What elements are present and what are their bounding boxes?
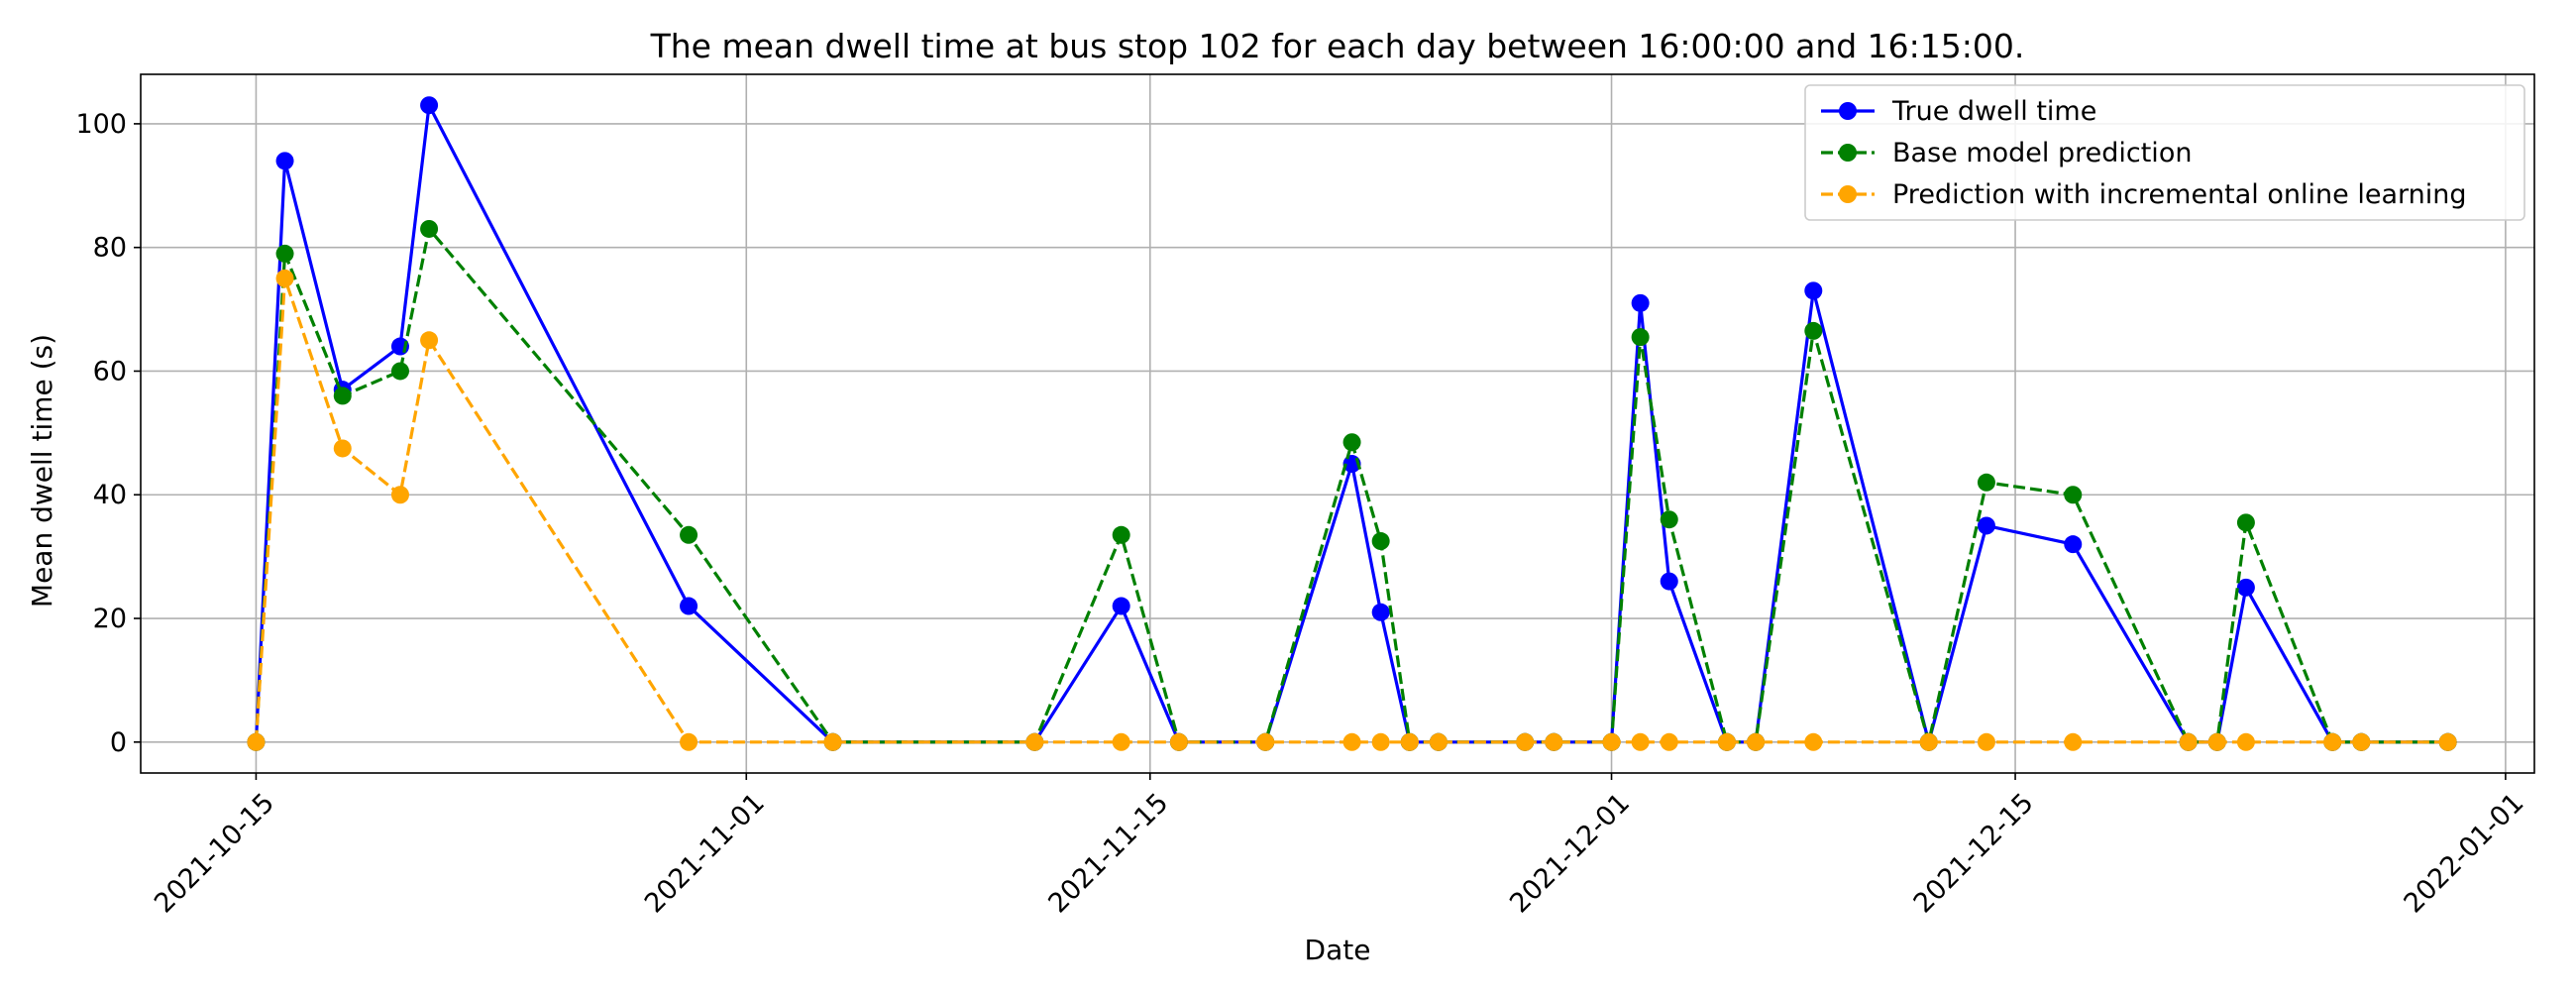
data-point	[823, 732, 842, 751]
series-line	[254, 227, 2448, 744]
data-point	[2179, 732, 2198, 751]
y-tick-label: 100	[75, 109, 127, 140]
series-line	[254, 276, 2448, 744]
series-2	[247, 219, 2457, 751]
y-tick-label: 40	[93, 480, 127, 510]
data-point	[247, 732, 266, 751]
data-point	[680, 597, 698, 615]
data-point	[1516, 732, 1535, 751]
series-layer	[247, 96, 2457, 751]
data-point	[2352, 732, 2371, 751]
data-point	[1112, 597, 1130, 615]
data-point	[2064, 535, 2083, 554]
data-point	[1429, 732, 1448, 751]
data-point	[1804, 732, 1823, 751]
data-point	[1025, 732, 1044, 751]
data-point	[2236, 513, 2255, 532]
y-axis-label: Mean dwell time (s)	[26, 334, 58, 608]
data-point	[1804, 281, 1823, 300]
data-point	[333, 387, 352, 405]
data-point	[1371, 603, 1390, 621]
data-point	[275, 152, 294, 170]
data-point	[2236, 578, 2255, 597]
data-point	[420, 331, 439, 350]
legend-box	[1804, 84, 2525, 221]
data-point	[1112, 732, 1130, 751]
x-tick-label: 2021-12-01	[1504, 788, 1636, 920]
data-point	[1660, 572, 1678, 591]
data-point	[1919, 732, 1938, 751]
data-point	[1169, 732, 1188, 751]
legend-marker	[1839, 102, 1857, 120]
data-point	[680, 525, 698, 544]
data-point	[1631, 732, 1650, 751]
data-point	[1631, 328, 1650, 347]
data-point	[2207, 732, 2226, 751]
y-tick-label: 20	[93, 604, 127, 634]
series-line	[254, 103, 2448, 744]
data-point	[1371, 532, 1390, 551]
x-tick-label: 2021-11-01	[639, 788, 771, 920]
legend: True dwell time Base model prediction Pred…	[1804, 84, 2525, 221]
data-point	[420, 219, 439, 238]
series-3	[247, 269, 2457, 751]
data-point	[1256, 732, 1275, 751]
data-point	[1660, 732, 1678, 751]
y-tick-label: 0	[110, 727, 127, 758]
plot-frame	[140, 73, 2535, 774]
data-point	[2064, 732, 2083, 751]
data-point	[275, 244, 294, 263]
legend-label: Base model prediction	[1892, 138, 2192, 168]
data-point	[2323, 732, 2342, 751]
data-point	[1371, 732, 1390, 751]
legend-label: Prediction with incremental online learn…	[1892, 179, 2467, 210]
data-point	[1631, 293, 1650, 312]
data-point	[1112, 525, 1130, 544]
x-tick-label: 2021-11-15	[1042, 788, 1174, 920]
x-axis-label: Date	[1305, 934, 1371, 966]
y-tick-label: 80	[93, 233, 127, 264]
data-point	[390, 362, 409, 381]
x-tick-label: 2021-10-15	[149, 788, 280, 920]
data-point	[333, 439, 352, 458]
chart-title: The mean dwell time at bus stop 102 for …	[650, 27, 2025, 65]
data-point	[1804, 321, 1823, 340]
data-point	[1342, 433, 1361, 452]
data-point	[2438, 732, 2457, 751]
data-point	[1747, 732, 1766, 751]
ticks: 2021-10-15 2021-11-01 2021-11-15 2021-12-01…	[75, 109, 2529, 920]
data-point	[1977, 732, 1995, 751]
data-point	[1977, 473, 1995, 492]
legend-marker	[1839, 185, 1857, 203]
data-point	[390, 486, 409, 504]
legend-label: True dwell time	[1891, 96, 2096, 127]
x-tick-label: 2021-12-15	[1908, 788, 2040, 920]
x-tick-label: 2022-01-01	[2399, 788, 2530, 920]
data-point	[1717, 732, 1736, 751]
data-point	[680, 732, 698, 751]
axes-frame	[140, 73, 2535, 774]
data-point	[1342, 732, 1361, 751]
legend-marker	[1839, 144, 1857, 162]
data-point	[1660, 510, 1678, 529]
y-tick-label: 60	[93, 356, 127, 387]
data-point	[2064, 486, 2083, 504]
data-point	[2236, 732, 2255, 751]
data-point	[1602, 732, 1621, 751]
data-point	[275, 269, 294, 287]
data-point	[1977, 516, 1995, 535]
data-point	[420, 96, 439, 115]
data-point	[1400, 732, 1419, 751]
data-point	[1545, 732, 1563, 751]
